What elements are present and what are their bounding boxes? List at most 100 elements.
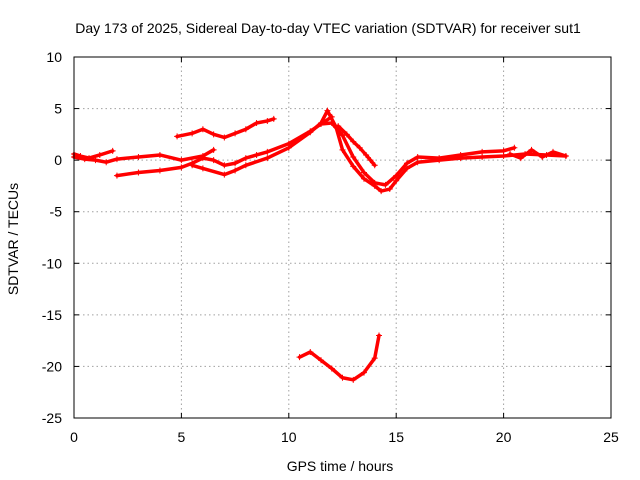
series-line bbox=[319, 121, 517, 187]
data-point bbox=[156, 167, 163, 174]
data-point bbox=[457, 151, 464, 158]
x-tick-label: 5 bbox=[178, 429, 186, 445]
data-point bbox=[103, 159, 110, 166]
data-point bbox=[86, 155, 93, 162]
data-point bbox=[242, 155, 249, 162]
y-tick-label: 0 bbox=[54, 152, 62, 168]
data-point bbox=[135, 169, 142, 176]
data-point bbox=[479, 154, 486, 161]
series-track-5 bbox=[189, 107, 569, 195]
data-point bbox=[360, 175, 367, 182]
plot-frame bbox=[73, 56, 612, 419]
series-track-7 bbox=[335, 123, 378, 169]
data-point bbox=[264, 117, 271, 124]
data-point bbox=[507, 150, 514, 157]
data-point bbox=[92, 157, 99, 164]
data-point bbox=[500, 153, 507, 160]
data-point bbox=[109, 147, 116, 154]
y-tick-label: 5 bbox=[54, 101, 62, 117]
data-point bbox=[178, 164, 185, 171]
data-point bbox=[436, 155, 443, 162]
data-point bbox=[328, 120, 335, 127]
chart-title: Day 173 of 2025, Sidereal Day-to-day VTE… bbox=[75, 20, 581, 36]
data-point bbox=[517, 155, 524, 162]
data-point bbox=[539, 154, 546, 161]
y-tick-label: -5 bbox=[50, 204, 63, 220]
data-point bbox=[270, 115, 277, 122]
series-line bbox=[297, 333, 381, 382]
data-point bbox=[210, 157, 217, 164]
data-point bbox=[285, 144, 292, 151]
data-point bbox=[328, 365, 335, 372]
x-tick-label: 0 bbox=[70, 429, 78, 445]
axis-ticks: 0 5 10 15 20 25 -25 -20 -15 -10 -5 0 5 10 bbox=[42, 49, 619, 445]
data-point bbox=[371, 355, 378, 362]
series-line bbox=[508, 148, 568, 160]
data-point bbox=[414, 154, 421, 161]
series-track-8 bbox=[507, 146, 569, 162]
data-point bbox=[393, 177, 400, 184]
data-point bbox=[371, 179, 378, 186]
series-track-9 bbox=[296, 332, 383, 383]
data-point bbox=[199, 165, 206, 172]
y-tick-label: -10 bbox=[42, 255, 62, 271]
data-point bbox=[199, 126, 206, 133]
data-point bbox=[343, 131, 350, 138]
data-point bbox=[296, 354, 303, 361]
data-point bbox=[318, 121, 325, 128]
data-point bbox=[232, 130, 239, 137]
data-point bbox=[403, 160, 410, 167]
data-point bbox=[264, 148, 271, 155]
data-point bbox=[189, 162, 196, 169]
data-point bbox=[113, 156, 120, 163]
data-point bbox=[386, 186, 393, 193]
data-point bbox=[339, 146, 346, 153]
data-point bbox=[242, 162, 249, 169]
data-point bbox=[96, 151, 103, 158]
data-point bbox=[253, 120, 260, 127]
data-point bbox=[414, 159, 421, 166]
data-point bbox=[264, 155, 271, 162]
data-point bbox=[199, 155, 206, 162]
data-point bbox=[210, 131, 217, 138]
data-point bbox=[500, 147, 507, 154]
data-point bbox=[356, 144, 363, 151]
data-point bbox=[360, 169, 367, 176]
y-tick-label: 10 bbox=[46, 49, 62, 65]
series-line bbox=[72, 149, 115, 160]
data-point bbox=[382, 181, 389, 188]
data-point bbox=[189, 130, 196, 137]
series-track-3 bbox=[113, 113, 335, 179]
series-line bbox=[175, 117, 276, 140]
y-axis-label: SDTVAR / TECUs bbox=[5, 183, 21, 295]
data-point bbox=[335, 123, 342, 130]
data-point bbox=[562, 153, 569, 160]
series-line bbox=[115, 115, 334, 178]
data-point bbox=[221, 162, 228, 169]
data-point bbox=[350, 154, 357, 161]
series-line bbox=[72, 148, 216, 164]
data-point bbox=[210, 146, 217, 153]
data-point bbox=[318, 357, 325, 364]
data-point bbox=[307, 129, 314, 136]
data-point bbox=[232, 160, 239, 167]
data-point bbox=[242, 126, 249, 133]
data-point bbox=[135, 154, 142, 161]
data-point bbox=[363, 151, 370, 158]
data-point bbox=[528, 146, 535, 153]
data-point bbox=[253, 151, 260, 158]
x-tick-label: 20 bbox=[496, 429, 512, 445]
gridlines bbox=[74, 57, 611, 418]
x-tick-label: 15 bbox=[388, 429, 404, 445]
x-tick-label: 25 bbox=[603, 429, 619, 445]
data-point bbox=[378, 188, 385, 195]
data-point bbox=[479, 148, 486, 155]
y-tick-label: -20 bbox=[42, 358, 62, 374]
data-point bbox=[174, 133, 181, 140]
data-point bbox=[232, 167, 239, 174]
data-point bbox=[221, 171, 228, 178]
data-point bbox=[367, 157, 374, 164]
data-point bbox=[307, 348, 314, 355]
data-point bbox=[360, 369, 367, 376]
